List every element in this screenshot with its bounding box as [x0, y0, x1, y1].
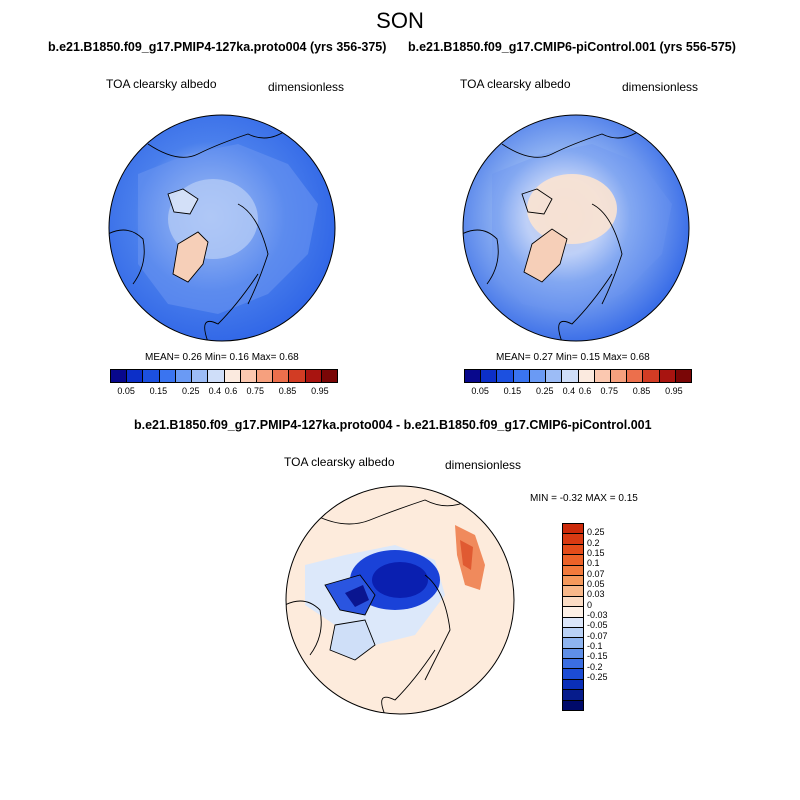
- colorbar-tick-label: 0.6: [578, 386, 592, 396]
- colorbar-swatch: [224, 370, 241, 382]
- colorbar-tick-label: 0.85: [278, 386, 297, 396]
- colorbar-swatch: [240, 370, 257, 382]
- colorbar-tick-label: 0.15: [149, 386, 168, 396]
- diff-colorbar-swatch: [563, 690, 583, 701]
- diff-colorbar-swatch: [563, 524, 583, 535]
- diff-colorbar-swatch: [563, 638, 583, 649]
- colorbar-swatch: [273, 370, 290, 382]
- right-polar-map: [462, 114, 690, 342]
- diff-colorbar-swatch: [563, 607, 583, 618]
- colorbar-swatch: [497, 370, 514, 382]
- colorbar-swatch: [321, 370, 338, 382]
- colorbar-tick-label: 0.05: [117, 386, 135, 396]
- colorbar-swatch: [305, 370, 322, 382]
- colorbar-tick-label: 0.4: [562, 386, 576, 396]
- colorbar-swatch: [562, 370, 579, 382]
- season-title: SON: [376, 8, 424, 33]
- left-colorbar: [110, 369, 338, 383]
- diff-colorbar-label: -0.1: [587, 641, 603, 651]
- colorbar-swatch: [627, 370, 644, 382]
- colorbar-swatch: [256, 370, 274, 382]
- diff-colorbar-swatch: [563, 679, 583, 691]
- colorbar-tick-label: 0.85: [632, 386, 651, 396]
- colorbar-swatch: [546, 370, 563, 382]
- colorbar-tick-label: 0.6: [224, 386, 238, 396]
- colorbar-tick-label: 0.4: [208, 386, 222, 396]
- diff-colorbar-swatch: [563, 575, 583, 587]
- diff-colorbar-swatch: [563, 534, 583, 545]
- right-colorbar: [464, 369, 692, 383]
- diff-colorbar-label: 0.25: [587, 527, 605, 538]
- diff-colorbar-swatch: [563, 617, 583, 628]
- colorbar-tick-label: 0.15: [503, 386, 522, 396]
- colorbar-tick-label: 0.95: [311, 386, 329, 396]
- diff-colorbar-label: 0.07: [587, 568, 605, 579]
- colorbar-tick-label: 0.05: [471, 386, 489, 396]
- colorbar-swatch: [675, 370, 692, 382]
- diff-colorbar-label: 0.15: [587, 548, 605, 558]
- left-polar-map: [108, 114, 336, 342]
- diff-colorbar-label: 0.2: [587, 537, 600, 548]
- diff-colorbar-swatch: [563, 586, 583, 597]
- diff-run-title: b.e21.B1850.f09_g17.PMIP4-127ka.proto004…: [134, 418, 652, 432]
- right-run-title: b.e21.B1850.f09_g17.CMIP6-piControl.001 …: [408, 40, 736, 54]
- colorbar-swatch: [127, 370, 144, 382]
- colorbar-swatch: [529, 370, 547, 382]
- diff-stats: MIN = -0.32 MAX = 0.15: [530, 493, 638, 504]
- diff-colorbar-swatch: [563, 659, 583, 670]
- colorbar-swatch: [465, 370, 482, 382]
- diff-colorbar-swatch: [563, 627, 583, 639]
- diff-colorbar-swatch: [563, 544, 583, 556]
- diff-colorbar-label: 0.1: [587, 558, 600, 569]
- diff-colorbar-labels: 0.25 0.2 0.15 0.1 0.07 0.05 0.03 0 -0.03 -0.05 -0.…: [587, 523, 627, 709]
- colorbar-tick-label: 0.25: [181, 386, 200, 396]
- right-field-label: TOA clearsky albedo: [460, 77, 571, 91]
- colorbar-swatch: [643, 370, 660, 382]
- diff-colorbar-label: -0.15: [587, 651, 608, 662]
- diff-colorbar-label: 0: [587, 599, 593, 610]
- diff-colorbar-label: -0.05: [587, 620, 608, 631]
- right-colorbar-ticks: 0.05 0.15 0.25 0.4 0.6 0.75 0.85 0.95: [464, 386, 690, 398]
- left-units: dimensionless: [268, 80, 345, 94]
- diff-colorbar-swatch: [563, 648, 583, 660]
- diff-polar-map: [285, 485, 515, 715]
- colorbar-swatch: [143, 370, 160, 382]
- colorbar-swatch: [659, 370, 676, 382]
- colorbar-tick-label: 0.25: [535, 386, 554, 396]
- diff-colorbar-label: -0.25: [587, 672, 608, 682]
- diff-colorbar-swatch: [563, 700, 583, 711]
- right-stats: MEAN= 0.27 Min= 0.15 Max= 0.68: [496, 352, 650, 363]
- colorbar-tick-label: 0.75: [600, 386, 619, 396]
- diff-units: dimensionless: [445, 458, 522, 472]
- colorbar-tick-label: 0.95: [665, 386, 683, 396]
- colorbar-swatch: [192, 370, 209, 382]
- colorbar-swatch: [289, 370, 306, 382]
- diff-colorbar-swatch: [563, 596, 583, 608]
- colorbar-swatch: [513, 370, 530, 382]
- diff-colorbar-label: -0.2: [587, 661, 603, 672]
- colorbar-swatch: [578, 370, 595, 382]
- colorbar-swatch: [610, 370, 628, 382]
- colorbar-swatch: [594, 370, 611, 382]
- colorbar-swatch: [175, 370, 193, 382]
- diff-colorbar-label: -0.03: [587, 610, 608, 620]
- diff-colorbar-label: 0.05: [587, 579, 605, 589]
- diff-colorbar-swatch: [563, 669, 583, 680]
- diff-field-label: TOA clearsky albedo: [284, 455, 395, 469]
- right-units: dimensionless: [622, 80, 699, 94]
- diff-colorbar: [562, 523, 584, 711]
- left-run-title: b.e21.B1850.f09_g17.PMIP4-127ka.proto004…: [48, 40, 387, 54]
- diff-colorbar-swatch: [563, 565, 583, 576]
- left-stats: MEAN= 0.26 Min= 0.16 Max= 0.68: [145, 352, 299, 363]
- left-field-label: TOA clearsky albedo: [106, 77, 217, 91]
- colorbar-swatch: [481, 370, 498, 382]
- diff-colorbar-label: -0.07: [587, 630, 608, 641]
- diff-colorbar-swatch: [563, 555, 583, 566]
- colorbar-tick-label: 0.75: [246, 386, 265, 396]
- diff-colorbar-label: 0.03: [587, 589, 605, 600]
- colorbar-swatch: [111, 370, 128, 382]
- colorbar-swatch: [159, 370, 176, 382]
- colorbar-swatch: [208, 370, 225, 382]
- left-colorbar-ticks: 0.05 0.15 0.25 0.4 0.6 0.75 0.85 0.95: [110, 386, 336, 398]
